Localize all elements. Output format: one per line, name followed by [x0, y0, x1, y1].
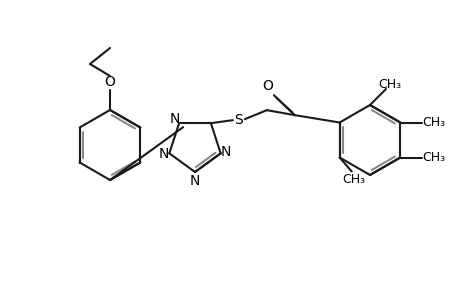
Text: N: N [220, 145, 230, 159]
Text: CH₃: CH₃ [422, 116, 445, 129]
Text: O: O [104, 75, 115, 89]
Text: O: O [262, 79, 273, 93]
Text: CH₃: CH₃ [341, 173, 364, 186]
Text: CH₃: CH₃ [422, 151, 445, 164]
Text: N: N [169, 112, 180, 126]
Text: S: S [234, 113, 243, 127]
Text: CH₃: CH₃ [378, 77, 401, 91]
Text: N: N [158, 147, 168, 161]
Text: N: N [190, 174, 200, 188]
